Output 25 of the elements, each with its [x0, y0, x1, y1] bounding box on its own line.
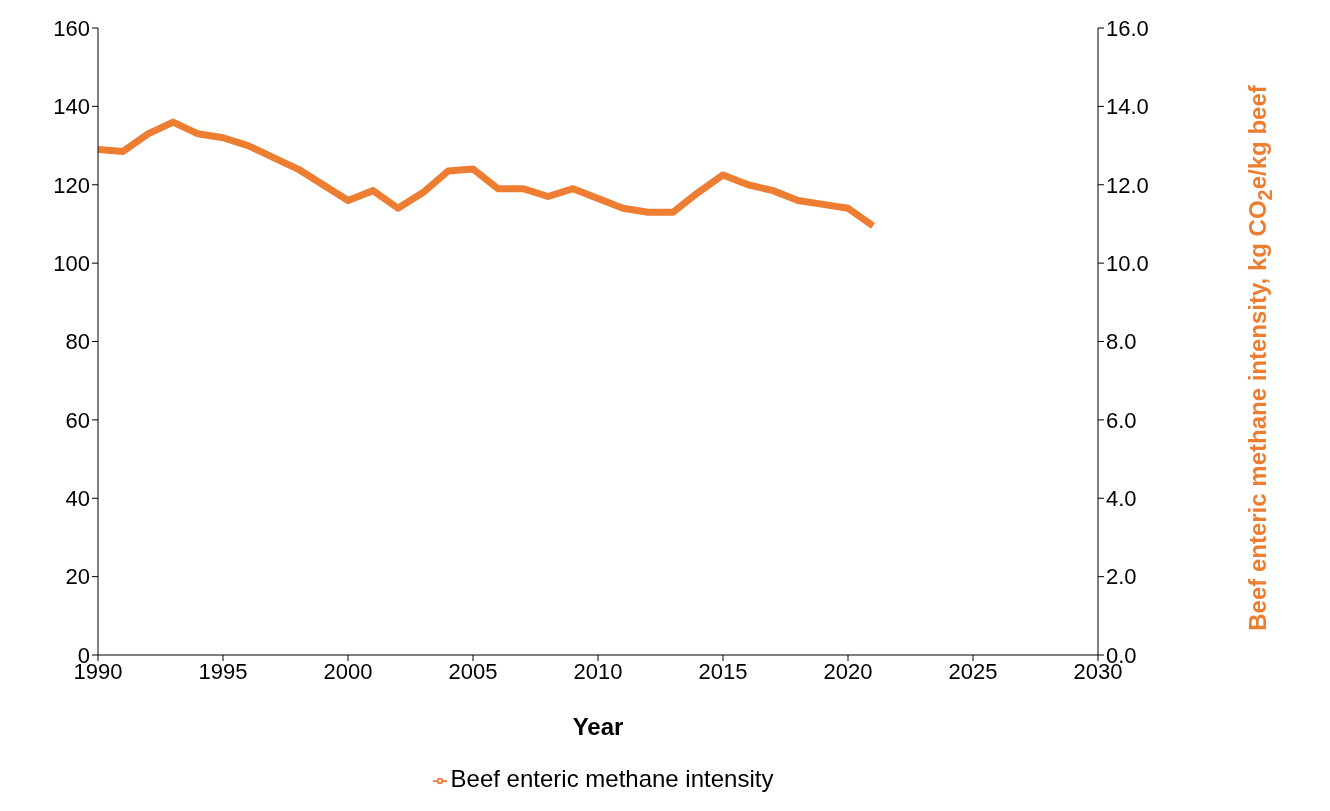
x-tick-label: 2000 [323, 658, 373, 684]
legend-label: Beef enteric methane intensity [450, 765, 774, 792]
y2-tick-label: 16.0 [1106, 15, 1149, 41]
x-axis-title: Year [572, 713, 624, 740]
y-tick-label: 140 [53, 94, 90, 120]
y-tick-label: 160 [53, 15, 90, 41]
y2-tick-label: 8.0 [1106, 329, 1137, 355]
x-tick-label: 2015 [698, 658, 748, 684]
x-tick-label: 2020 [823, 658, 873, 684]
y-tick-label: 20 [65, 564, 90, 590]
y-tick-label: 60 [65, 407, 90, 433]
y-tick-label: 100 [53, 250, 90, 276]
x-tick-label: 1995 [198, 658, 248, 684]
y-tick-label: 40 [65, 486, 90, 512]
y2-tick-label: 2.0 [1106, 564, 1137, 590]
y2-tick-label: 14.0 [1106, 94, 1149, 120]
y2-tick-label: 10.0 [1106, 250, 1149, 276]
x-tick-label: 2005 [448, 658, 498, 684]
y-tick-label: 80 [65, 329, 90, 355]
y2-tick-label: 4.0 [1106, 486, 1137, 512]
x-tick-label: 2010 [573, 658, 623, 684]
y2-tick-label: 12.0 [1106, 172, 1149, 198]
y-tick-label: 120 [53, 172, 90, 198]
y2-tick-label: 6.0 [1106, 407, 1137, 433]
x-tick-label: 2025 [948, 658, 998, 684]
